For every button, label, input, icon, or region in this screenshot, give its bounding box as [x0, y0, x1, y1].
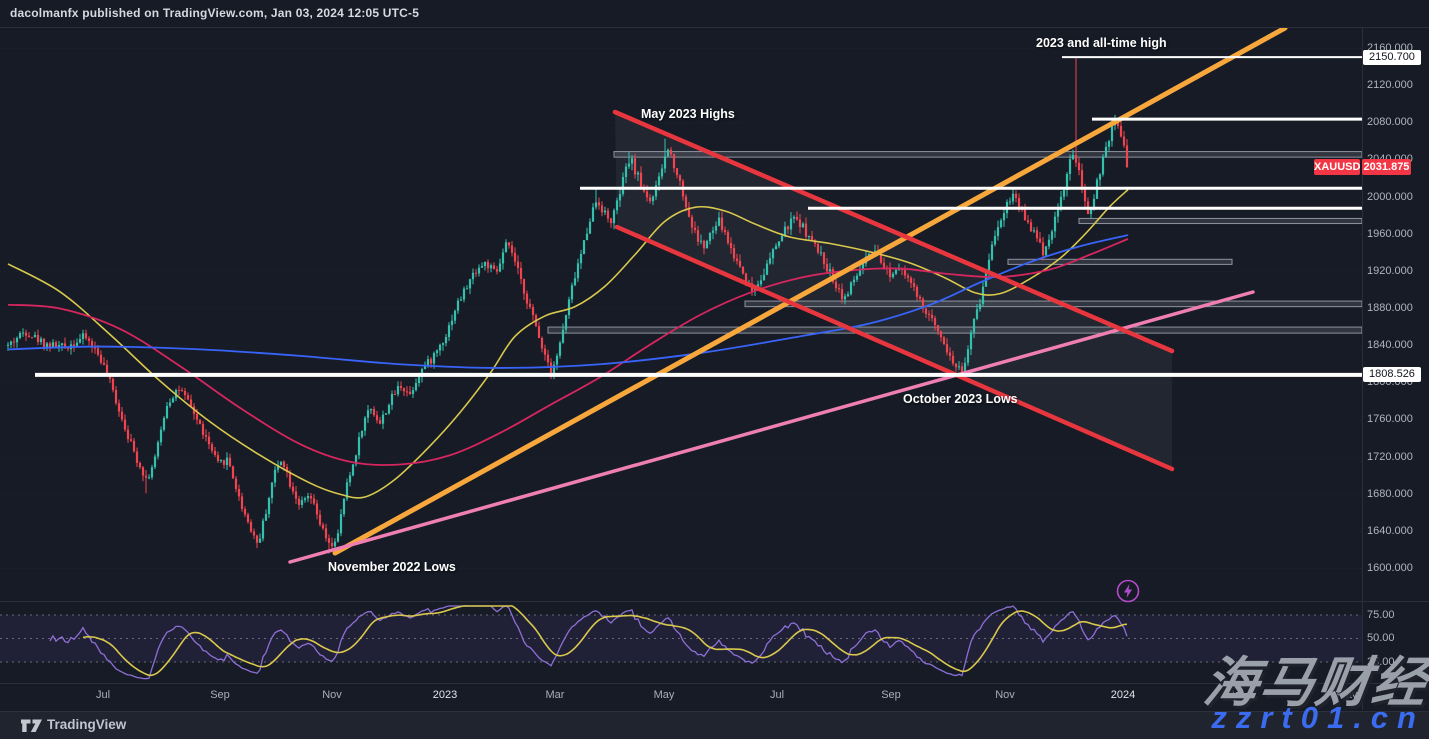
primary-ascending-trendline[interactable] [332, 28, 1288, 556]
mid-ma-line [7, 238, 1129, 466]
time-tick: Nov [995, 689, 1015, 701]
time-tick: Nov [322, 689, 342, 701]
publish-header-text: dacolmanfx published on TradingView.com,… [10, 6, 420, 20]
time-tick: May [1336, 689, 1358, 701]
time-tick: 2023 [432, 689, 458, 701]
price-tick: 1960.000 [1367, 227, 1413, 240]
tradingview-brand-text[interactable]: TradingView [47, 717, 127, 732]
watermark-url: zzrt01.cn [1211, 700, 1425, 735]
price-tick: 1880.000 [1367, 302, 1413, 314]
rsi-tick: 50.00 [1367, 632, 1395, 644]
candles-layer [6, 57, 1129, 554]
time-tick: Sep [881, 689, 901, 701]
annotation-all-time-high: 2023 and all-time high [1036, 36, 1167, 50]
tradingview-logo-icon[interactable] [20, 717, 44, 739]
symbol-label: XAUUSD [1314, 159, 1361, 176]
key-low-price-flag: 1808.526 [1363, 367, 1421, 383]
time-tick: May [653, 689, 675, 701]
pane-separators [0, 27, 1429, 710]
rsi-tick: 75.00 [1367, 608, 1395, 621]
slow-ma-line [7, 234, 1129, 369]
publish-header: dacolmanfx published on TradingView.com,… [0, 0, 1429, 27]
annotation-october-2023-lows: October 2023 Lows [903, 392, 1018, 406]
fast-ma-line [7, 189, 1129, 499]
time-tick: Sep [210, 689, 230, 701]
time-tick: 2024 [1110, 689, 1136, 701]
price-tick: 1840.000 [1367, 339, 1413, 352]
secondary-ascending-trendline[interactable] [288, 290, 1255, 564]
rsi-pane-background [0, 614, 1362, 663]
time-tick: Mar [545, 689, 565, 701]
annotation-may-2023-highs: May 2023 Highs [641, 107, 735, 121]
rsi-tick: 25.00 [1367, 655, 1395, 668]
price-tick: 1760.000 [1367, 413, 1413, 426]
price-tick: 1640.000 [1367, 524, 1413, 537]
rsi-line [49, 605, 1128, 680]
boost-icon[interactable] [1116, 579, 1140, 603]
annotation-november-2022-lows: November 2022 Lows [328, 560, 456, 574]
price-tick: 2080.000 [1367, 116, 1413, 129]
price-tick: 1600.000 [1367, 562, 1413, 574]
descending-channel-upper[interactable] [612, 109, 1175, 354]
time-tick: Jul [95, 689, 111, 701]
descending-channel-fill [615, 112, 1172, 469]
ath-price-flag: 2150.700 [1363, 49, 1421, 65]
price-tick: 2120.000 [1367, 79, 1413, 92]
descending-channel-lower[interactable] [614, 224, 1175, 472]
price-tick: 1680.000 [1367, 487, 1413, 500]
price-gridlines [0, 48, 1362, 569]
price-tick: 2000.000 [1367, 190, 1413, 203]
footer-bar: TradingView [0, 711, 1429, 739]
time-tick: Mar [1225, 689, 1245, 701]
rsi-ma-line [82, 605, 1128, 677]
last-price-label: 2031.875 [1362, 159, 1411, 176]
price-tick: 1920.000 [1367, 264, 1413, 277]
time-tick: Jul [769, 689, 785, 701]
price-tick: 1720.000 [1367, 450, 1413, 463]
